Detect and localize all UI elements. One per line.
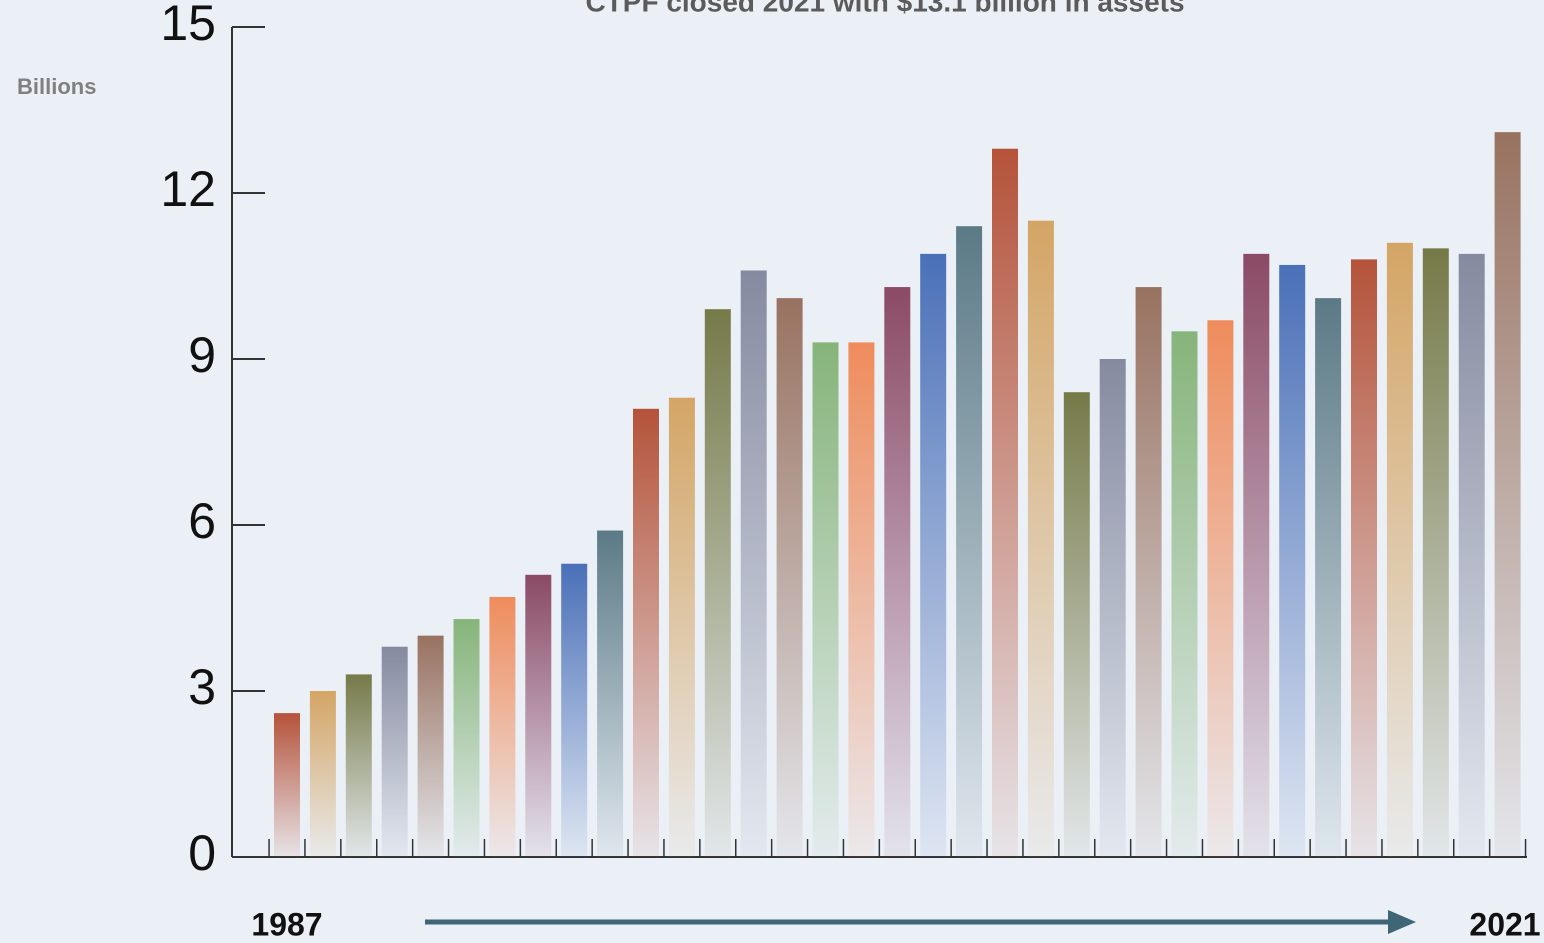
bar	[1458, 253, 1485, 857]
bar	[597, 530, 624, 857]
bar	[1243, 253, 1270, 857]
bar	[309, 691, 336, 857]
bar	[1494, 132, 1521, 858]
bar	[776, 298, 803, 858]
chart-title: CTPF closed 2021 with $13.1 billion in a…	[585, 0, 1184, 17]
bar	[1315, 298, 1342, 858]
bar	[1207, 320, 1234, 857]
bar	[1351, 259, 1377, 857]
bar	[1063, 392, 1090, 857]
bar	[704, 309, 731, 857]
bar	[812, 342, 839, 857]
x-tick-label: 1987	[251, 906, 322, 942]
y-tick-label: 12	[160, 161, 216, 217]
bar	[992, 148, 1018, 857]
bar	[1279, 264, 1306, 857]
bar	[417, 635, 444, 857]
y-tick-label: 0	[188, 825, 216, 881]
y-tick-label: 6	[188, 493, 216, 549]
bar	[561, 563, 588, 857]
bar	[848, 342, 875, 857]
bar	[525, 574, 552, 857]
x-tick-label: 2021	[1469, 906, 1540, 942]
y-tick-label: 3	[188, 659, 216, 715]
bar	[1027, 220, 1054, 857]
bar	[489, 596, 516, 857]
bar	[381, 646, 408, 857]
bar	[1386, 242, 1413, 858]
bar	[1135, 287, 1162, 858]
bar	[920, 253, 947, 857]
bar	[1171, 331, 1198, 857]
bar	[956, 226, 983, 857]
arrow-head	[1388, 910, 1416, 934]
bar	[345, 674, 372, 857]
bar	[1099, 359, 1126, 857]
bar	[633, 408, 659, 857]
bar	[668, 397, 695, 857]
bar	[274, 713, 300, 857]
bar	[453, 619, 480, 857]
y-tick-label: 15	[160, 0, 216, 51]
y-axis-label: Billions	[17, 74, 96, 99]
y-tick-label: 9	[188, 327, 216, 383]
bar	[884, 287, 911, 858]
bar	[740, 270, 767, 857]
bar	[1422, 248, 1449, 858]
